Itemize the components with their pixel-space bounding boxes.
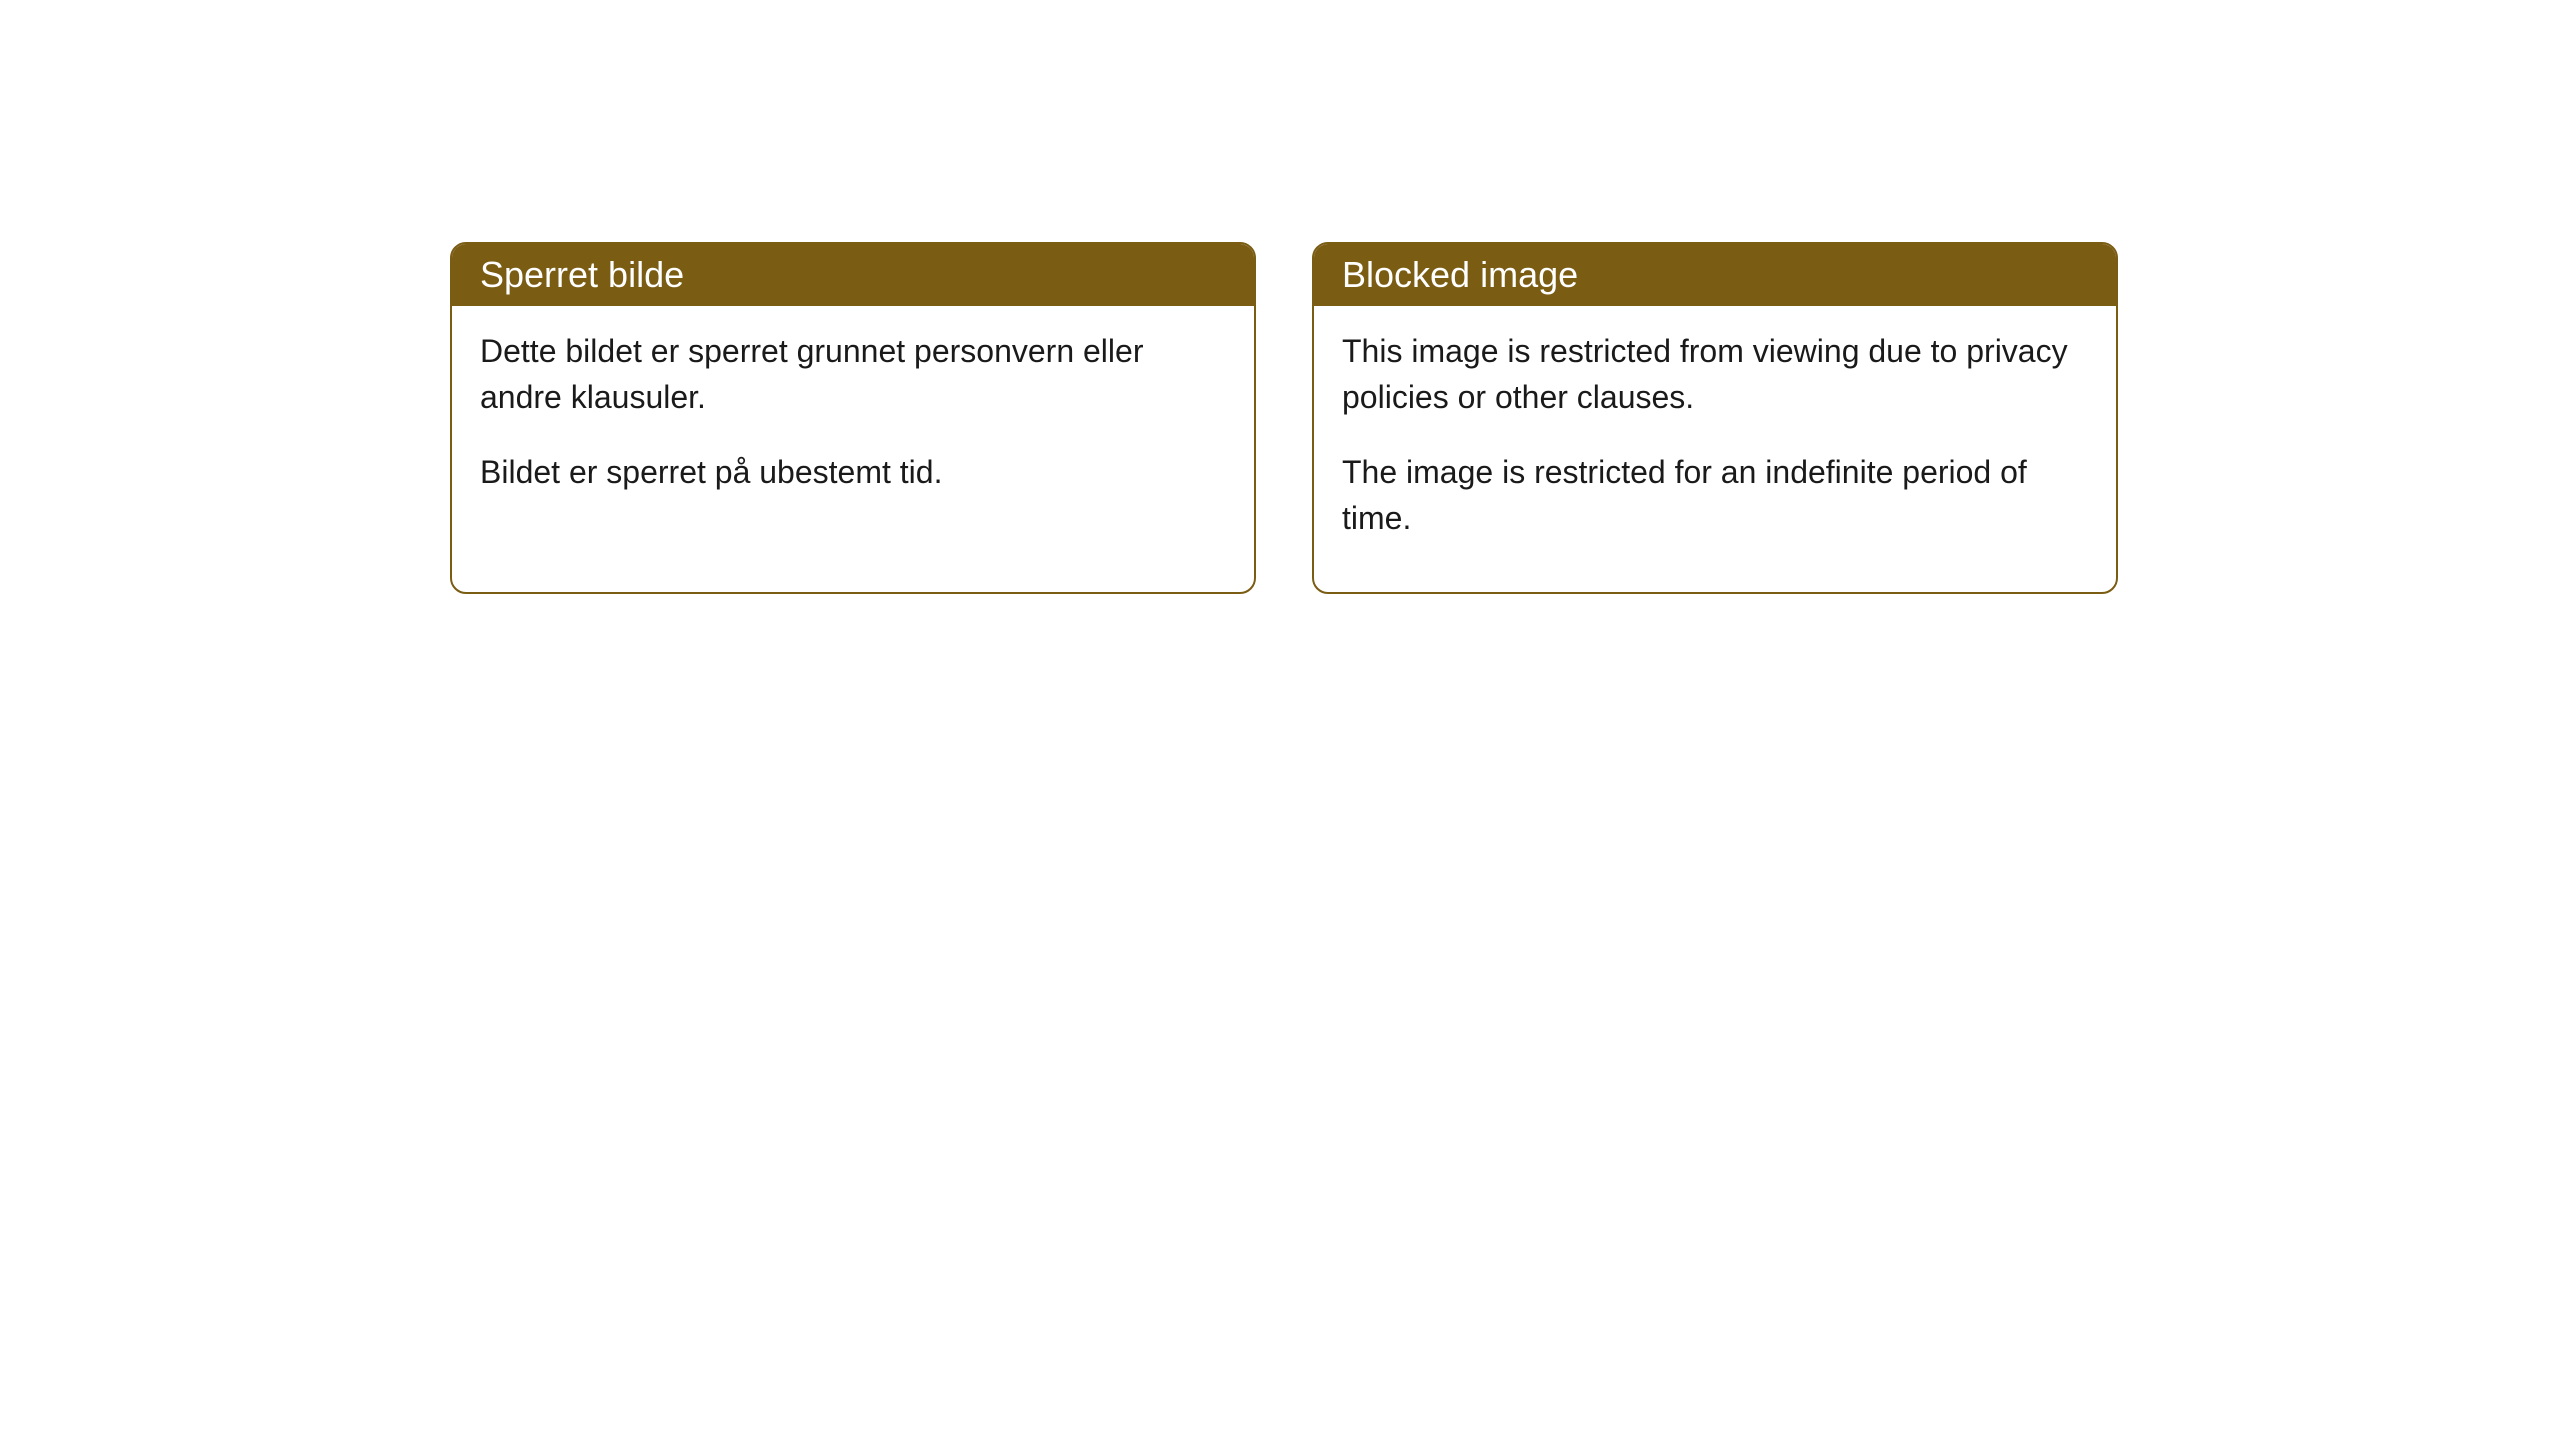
notice-body-english: This image is restricted from viewing du… [1314, 306, 2116, 592]
notice-box-english: Blocked image This image is restricted f… [1312, 242, 2118, 594]
notice-paragraph: This image is restricted from viewing du… [1342, 328, 2088, 421]
notice-header-english: Blocked image [1314, 244, 2116, 306]
notices-container: Sperret bilde Dette bildet er sperret gr… [450, 242, 2118, 594]
notice-box-norwegian: Sperret bilde Dette bildet er sperret gr… [450, 242, 1256, 594]
notice-paragraph: Dette bildet er sperret grunnet personve… [480, 328, 1226, 421]
notice-paragraph: The image is restricted for an indefinit… [1342, 449, 2088, 542]
notice-body-norwegian: Dette bildet er sperret grunnet personve… [452, 306, 1254, 545]
notice-header-norwegian: Sperret bilde [452, 244, 1254, 306]
notice-paragraph: Bildet er sperret på ubestemt tid. [480, 449, 1226, 495]
